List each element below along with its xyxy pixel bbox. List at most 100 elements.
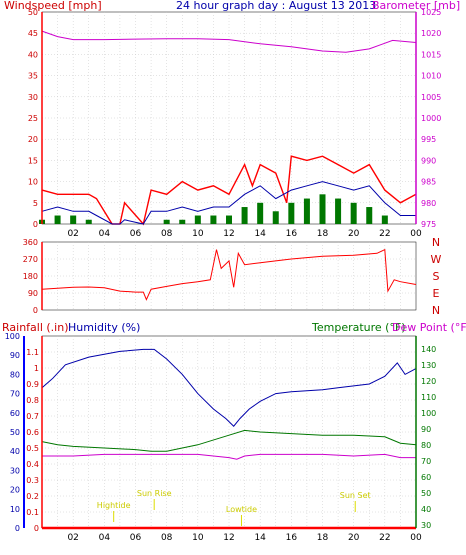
wind-bar	[257, 202, 264, 224]
x-tick-label: 20	[348, 533, 360, 543]
humidity-tick-label: 90	[10, 351, 20, 360]
barometer-tick-label: 1015	[421, 50, 441, 59]
temperature-tick-label: 40	[421, 505, 431, 514]
x-tick-label: 08	[161, 229, 173, 239]
temperature-tick-label: 100	[421, 409, 436, 418]
wind-bar	[350, 202, 357, 224]
temperature-tick-label: 110	[421, 393, 436, 402]
humidity-tick-label: 20	[10, 486, 20, 495]
wind-bar	[226, 215, 232, 224]
wind-bar	[288, 202, 295, 224]
windspeed-tick-label: 15	[28, 156, 38, 165]
windspeed-tick-label: 20	[28, 135, 38, 144]
barometer-tick-label: 1005	[421, 93, 441, 102]
barometer-tick-label: 985	[421, 178, 436, 187]
humidity-tick-label: 40	[10, 447, 20, 456]
windspeed-tick-label: 30	[28, 93, 38, 102]
wind-direction-grid	[42, 242, 416, 310]
temperature-tick-label: 60	[421, 473, 431, 482]
dewpoint-title: Dew Point (°F)	[392, 321, 466, 334]
temp-humidity-ticks: 02 04 06 08 10 12 14 16 18 20 22 000102030405060708…	[5, 332, 437, 543]
x-tick-label: 12	[223, 229, 234, 239]
rainfall-title: Rainfall (.in)	[2, 321, 69, 334]
rainfall-tick-label: 1.1	[26, 348, 39, 357]
temperature-tick-label: 130	[421, 361, 436, 370]
windspeed-tick-label: 35	[28, 72, 38, 81]
wind-bar	[241, 207, 248, 224]
compass-label: N	[432, 236, 440, 249]
series-line-barometer	[41, 30, 417, 53]
temperature-title: Temperature (°F)	[311, 321, 406, 334]
wind-bar	[179, 219, 186, 224]
wind-bar	[85, 219, 92, 224]
barometer-tick-label: 975	[421, 220, 436, 229]
rainfall-tick-label: 0.8	[26, 396, 39, 405]
x-tick-label: 00	[410, 533, 422, 543]
wind-direction-series	[41, 248, 417, 301]
event-label: Hightide	[97, 501, 131, 510]
x-tick-label: 22	[379, 533, 390, 543]
x-tick-label: 04	[99, 229, 111, 239]
series-line-wind-gust	[41, 155, 417, 226]
direction-tick-label: 90	[28, 289, 38, 298]
rainfall-tick-label: 0.6	[26, 428, 39, 437]
wind-barometer-series	[39, 30, 417, 226]
barometer-tick-label: 1010	[421, 72, 441, 81]
humidity-tick-label: 10	[10, 505, 20, 514]
rainfall-tick-label: 0.3	[26, 476, 39, 485]
graph-title: 24 hour graph day : August 13 2013	[176, 0, 376, 12]
humidity-tick-label: 100	[5, 332, 20, 341]
wind-bar	[303, 198, 310, 224]
rainfall-tick-label: 0.7	[26, 412, 39, 421]
barometer-title: Barometer [mb]	[372, 0, 460, 12]
x-tick-label: 00	[410, 229, 422, 239]
x-tick-label: 04	[99, 533, 111, 543]
wind-bar	[381, 215, 388, 224]
event-label: Sun Set	[340, 491, 371, 500]
event-label: Lowtide	[226, 505, 257, 514]
x-tick-label: 18	[317, 229, 329, 239]
temperature-tick-label: 80	[421, 441, 431, 450]
x-tick-label: 16	[286, 533, 298, 543]
humidity-tick-label: 70	[10, 390, 20, 399]
rainfall-tick-label: 0.1	[26, 508, 39, 517]
temp-humidity-series: Hightide Sun Rise Lowtide Sun Set	[41, 348, 417, 530]
wind-bar	[163, 219, 170, 224]
x-tick-label: 06	[130, 229, 142, 239]
barometer-tick-label: 980	[421, 199, 436, 208]
x-tick-label: 22	[379, 229, 390, 239]
x-tick-label: 14	[254, 533, 266, 543]
series-line-wind-direction	[41, 248, 417, 301]
x-tick-label: 12	[223, 533, 234, 543]
temperature-tick-label: 30	[421, 521, 431, 530]
series-line-dew-point	[42, 453, 416, 460]
event-label: Sun Rise	[137, 489, 172, 498]
windspeed-tick-label: 45	[28, 29, 38, 38]
x-tick-label: 02	[67, 229, 78, 239]
x-tick-label: 08	[161, 533, 173, 543]
rainfall-tick-label: 0.5	[26, 444, 39, 453]
windspeed-tick-label: 40	[28, 50, 38, 59]
x-tick-label: 14	[254, 229, 266, 239]
x-tick-label: 06	[130, 533, 142, 543]
wind-bar	[335, 198, 342, 224]
windspeed-tick-label: 0	[33, 220, 38, 229]
temp-humidity-grid	[42, 336, 416, 528]
humidity-tick-label: 30	[10, 466, 20, 475]
x-tick-label: 02	[67, 533, 78, 543]
temperature-tick-label: 90	[421, 425, 431, 434]
compass-label: W	[431, 253, 442, 266]
humidity-tick-label: 50	[10, 428, 20, 437]
wind-bar	[210, 215, 217, 224]
humidity-tick-label: 0	[15, 524, 20, 533]
rainfall-tick-label: 0.4	[26, 460, 39, 469]
wind-bar	[272, 211, 279, 224]
x-tick-label: 20	[348, 229, 360, 239]
series-line-wind-speed	[41, 181, 416, 225]
compass-label: N	[432, 304, 440, 317]
barometer-tick-label: 990	[421, 156, 436, 165]
wind-bar	[54, 215, 61, 224]
wind-barometer-ticks: 02 04 06 08 10 12 14 16 18 20 22 000510152025303540…	[28, 8, 442, 239]
